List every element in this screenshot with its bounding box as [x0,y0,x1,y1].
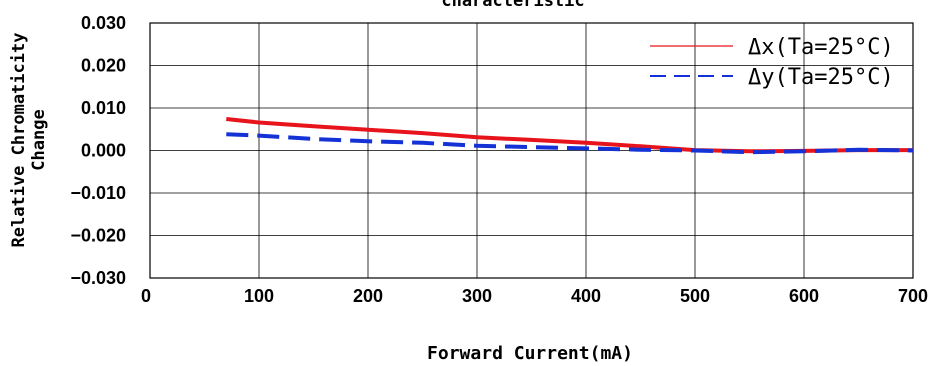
y-tick-label: 0.000 [81,141,126,161]
y-tick-label: −0.020 [70,226,126,246]
x-axis-label: Forward Current(mA) [427,343,633,364]
x-tick-label: 100 [244,286,274,306]
y-tick-label: −0.030 [70,268,126,288]
x-tick-label: 200 [353,286,383,306]
chart-title: characteristic [441,0,584,11]
x-tick-label: 300 [462,286,492,306]
y-axis-label: Relative Chromaticity Change [9,33,49,248]
y-tick-label: 0.030 [81,13,126,33]
legend-label-delta-y: Δy(Ta=25°C) [748,65,894,90]
legend-label-delta-x: Δx(Ta=25°C) [748,35,894,60]
y-axis-label-line2: Change [29,109,49,170]
x-tick-label: 700 [898,286,928,306]
x-tick-label: 600 [789,286,819,306]
y-tick-label: −0.010 [70,183,126,203]
x-tick-label: 0 [141,286,151,306]
x-tick-label: 400 [571,286,601,306]
series-line-delta-y [226,132,914,155]
y-axis-label-line1: Relative Chromaticity [9,33,29,248]
tick-labels: 0 100 200 300 400 500 600 700 0.030 0.020 0.010 0.0… [70,13,928,306]
legend: Δx(Ta=25°C) Δy(Ta=25°C) [650,35,894,90]
series-lines [226,117,914,155]
y-tick-label: 0.010 [81,98,126,118]
y-tick-label: 0.020 [81,56,126,76]
x-tick-label: 500 [680,286,710,306]
